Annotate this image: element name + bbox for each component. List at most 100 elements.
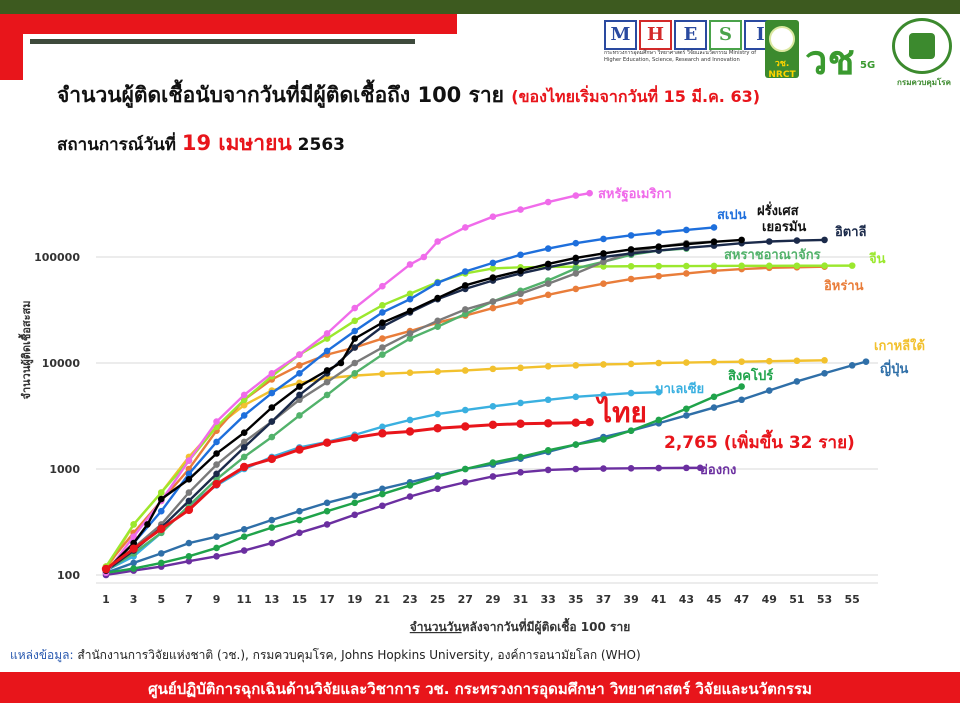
data-point — [600, 235, 607, 243]
data-point — [379, 490, 386, 498]
data-point — [461, 422, 470, 431]
data-point — [240, 391, 248, 399]
data-point — [351, 359, 359, 367]
data-point — [544, 280, 552, 287]
x-tick-label: 21 — [375, 593, 390, 606]
data-point — [185, 557, 193, 565]
data-point — [351, 344, 359, 351]
data-point — [793, 378, 801, 385]
data-point — [434, 323, 441, 331]
data-point — [821, 357, 828, 364]
nrct-logo: วช. NRCT — [765, 20, 799, 80]
series-line — [105, 191, 590, 574]
data-point — [738, 396, 745, 404]
title-note: (ของไทยเริ่มจากวันที่ 15 มี.ค. 63) — [511, 87, 761, 106]
data-point — [296, 412, 303, 419]
subtitle-date: 19 เมษายน — [181, 131, 292, 155]
data-point — [379, 502, 386, 510]
data-point — [489, 403, 497, 410]
data-point — [130, 533, 137, 540]
data-point — [517, 298, 524, 305]
data-point — [585, 417, 594, 427]
data-point — [821, 262, 828, 269]
data-point — [240, 533, 248, 540]
data-point — [489, 213, 497, 220]
data-point — [130, 565, 137, 572]
data-point — [379, 309, 386, 316]
data-point — [323, 499, 331, 507]
data-point — [738, 358, 745, 365]
data-point — [572, 393, 580, 401]
source-label: แหล่งข้อมูล: — [10, 648, 74, 662]
mhesi-subtitle: กระทรวงการอุดมศึกษา วิทยาศาสตร์ วิจัยและ… — [604, 50, 757, 63]
data-point — [544, 363, 552, 370]
data-point — [213, 438, 220, 446]
data-point — [185, 497, 193, 505]
data-point — [572, 192, 580, 199]
data-point — [572, 465, 580, 473]
data-point — [296, 391, 303, 399]
data-point — [517, 364, 524, 372]
data-point — [738, 236, 745, 244]
x-axis-title: จำนวนวันหลังจากวันที่มีผู้ติดเชื้อ 100 ร… — [410, 617, 630, 635]
data-point — [862, 358, 870, 365]
data-point — [600, 391, 607, 399]
ddc-logo — [892, 18, 952, 74]
data-point — [157, 559, 165, 567]
data-point — [544, 198, 552, 206]
x-tick-label: 33 — [541, 593, 556, 606]
nrct-label: วช. NRCT — [768, 59, 796, 80]
data-point — [821, 236, 828, 244]
x-tick-label: 27 — [458, 593, 473, 606]
data-point — [655, 229, 663, 236]
data-point — [379, 302, 386, 309]
mhesi-letter: H — [639, 20, 672, 50]
data-point — [267, 454, 277, 464]
data-point — [655, 464, 663, 472]
x-tick-label: 23 — [402, 593, 417, 606]
data-point — [185, 457, 193, 464]
data-point — [517, 206, 524, 213]
data-point — [696, 464, 704, 472]
data-point — [323, 521, 331, 528]
data-point — [517, 267, 524, 275]
data-point — [848, 262, 856, 269]
x-tick-label: 49 — [762, 593, 777, 606]
data-point — [406, 261, 414, 268]
data-point — [710, 224, 718, 231]
data-point — [379, 282, 386, 290]
series-line — [105, 238, 742, 572]
data-point — [655, 262, 663, 270]
data-point — [213, 470, 220, 478]
series-label: อิหร่าน — [824, 279, 864, 294]
data-point — [655, 272, 663, 280]
data-point — [268, 418, 276, 425]
data-point — [296, 351, 303, 358]
data-point — [600, 258, 607, 266]
data-point — [406, 330, 414, 337]
series-label: เยอรมัน — [762, 220, 806, 235]
x-tick-label: 1 — [102, 593, 110, 606]
data-point — [600, 436, 607, 443]
data-point — [378, 429, 387, 438]
data-point — [406, 335, 414, 342]
data-point — [489, 274, 497, 281]
data-point — [406, 307, 414, 315]
top-band — [0, 0, 960, 14]
data-point — [406, 482, 414, 489]
data-point — [434, 410, 441, 418]
data-point — [683, 270, 690, 277]
data-point — [434, 317, 441, 325]
data-point — [600, 280, 607, 287]
data-point — [240, 547, 248, 554]
data-point — [489, 259, 497, 267]
data-point — [240, 444, 248, 451]
data-point — [461, 310, 469, 318]
data-point — [268, 516, 276, 524]
x-tick-label: 17 — [319, 593, 334, 606]
data-point — [655, 416, 663, 424]
data-point — [240, 429, 248, 437]
data-point — [765, 262, 773, 270]
data-point — [600, 465, 607, 472]
ddc-emblem-icon — [909, 33, 935, 59]
